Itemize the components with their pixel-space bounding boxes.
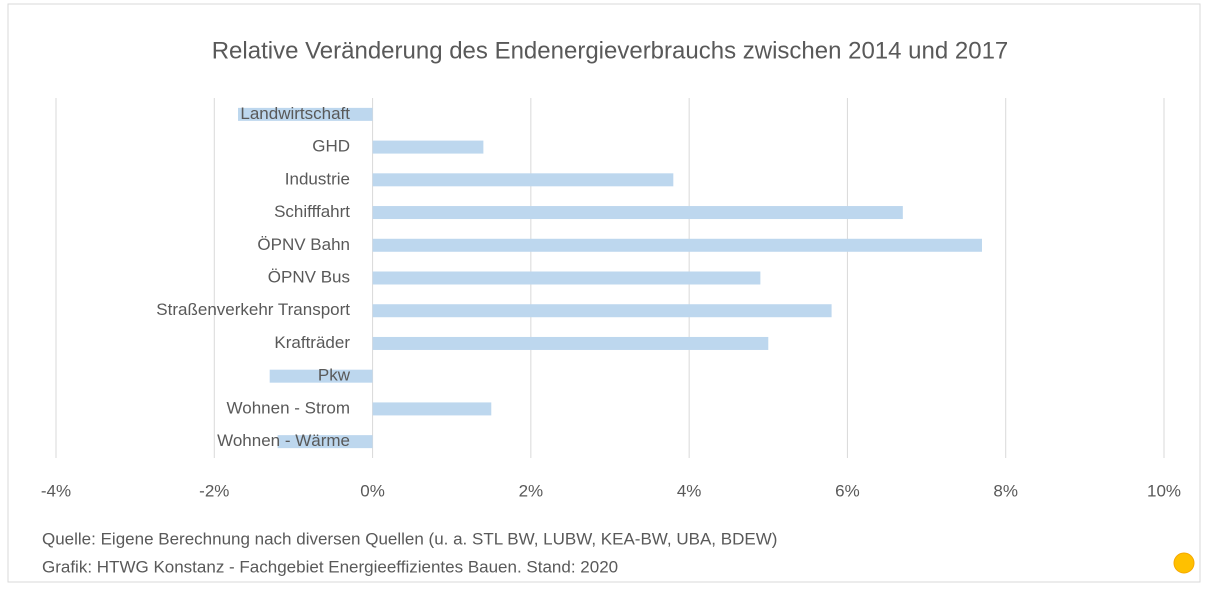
x-tick-label: -4% [41,481,71,500]
bar [372,402,492,416]
bar [372,271,761,285]
y-tick-label: Krafträder [274,333,350,352]
bar [372,238,982,252]
y-tick-label: Schifffahrt [274,202,350,221]
bar [372,336,769,350]
source-note: Quelle: Eigene Berechnung nach diversen … [42,529,777,548]
x-tick-label: 10% [1147,481,1181,500]
y-tick-label: Wohnen - Wärme [217,431,350,450]
y-tick-label: Industrie [285,169,350,188]
x-tick-label: 4% [677,481,702,500]
bar [372,140,484,154]
y-tick-label: GHD [312,137,350,156]
y-tick-label: ÖPNV Bus [268,267,350,286]
y-tick-label: ÖPNV Bahn [257,235,350,254]
marker-dot [1173,552,1195,574]
y-tick-label: Straßenverkehr Transport [156,300,350,319]
bar [372,304,832,318]
credit-note: Grafik: HTWG Konstanz - Fachgebiet Energ… [42,557,618,576]
bar [372,206,903,220]
x-tick-label: 2% [519,481,544,500]
bar [277,435,373,449]
x-tick-label: 0% [360,481,385,500]
x-tick-label: 8% [993,481,1018,500]
x-tick-label: 6% [835,481,860,500]
bar [372,173,674,187]
y-tick-label: Wohnen - Strom [227,398,350,417]
bar [269,369,373,383]
y-tick-label: Landwirtschaft [240,104,350,123]
chart-title: Relative Veränderung des Endenergieverbr… [212,37,1009,64]
bar [238,107,373,121]
x-tick-label: -2% [199,481,229,500]
chart-border [7,3,1201,583]
y-tick-label: Pkw [318,366,351,385]
